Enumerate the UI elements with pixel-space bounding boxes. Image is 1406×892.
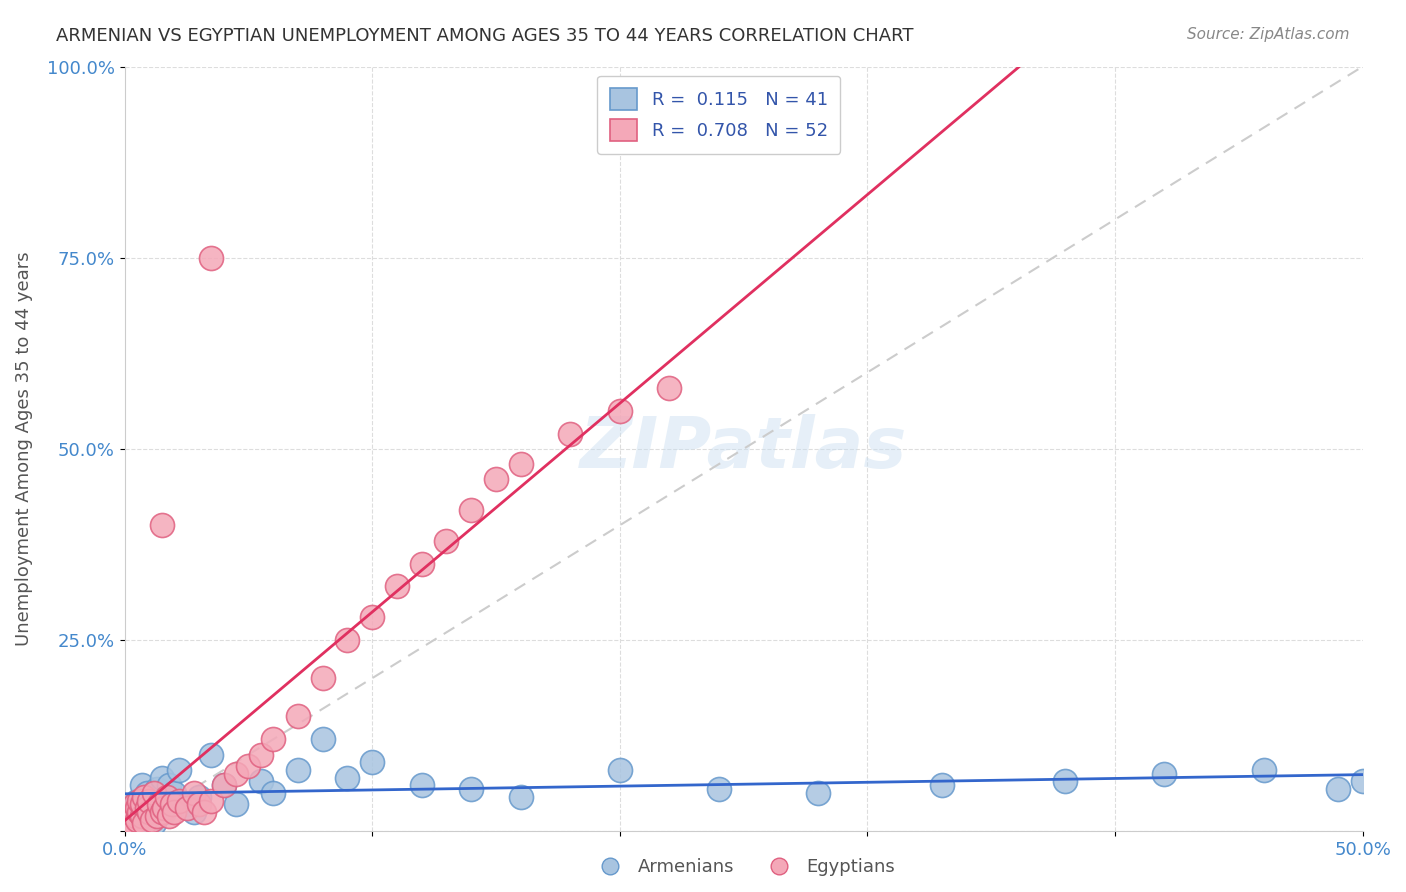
Point	[167, 763, 190, 777]
Point	[212, 778, 235, 792]
Point	[138, 809, 160, 823]
Point	[658, 381, 681, 395]
Point	[200, 251, 222, 265]
Point	[134, 816, 156, 830]
Point	[183, 786, 205, 800]
Point	[143, 786, 166, 800]
Point	[312, 671, 335, 685]
Point	[141, 813, 163, 827]
Point	[121, 805, 143, 819]
Point	[157, 778, 180, 792]
Point	[131, 797, 153, 812]
Point	[118, 813, 141, 827]
Point	[193, 805, 215, 819]
Point	[183, 805, 205, 819]
Point	[1253, 763, 1275, 777]
Point	[225, 766, 247, 780]
Point	[609, 403, 631, 417]
Point	[163, 786, 186, 800]
Legend: Armenians, Egyptians: Armenians, Egyptians	[585, 851, 903, 883]
Point	[135, 786, 157, 800]
Point	[138, 805, 160, 819]
Point	[931, 778, 953, 792]
Point	[134, 789, 156, 804]
Point	[1153, 766, 1175, 780]
Point	[485, 472, 508, 486]
Point	[287, 709, 309, 723]
Point	[609, 763, 631, 777]
Point	[128, 793, 150, 807]
Point	[225, 797, 247, 812]
Point	[361, 756, 384, 770]
Point	[249, 774, 271, 789]
Point	[436, 533, 458, 548]
Point	[156, 789, 179, 804]
Point	[807, 786, 830, 800]
Point	[135, 801, 157, 815]
Point	[150, 771, 173, 785]
Point	[124, 797, 146, 812]
Point	[115, 820, 138, 834]
Point	[150, 805, 173, 819]
Point	[176, 801, 198, 815]
Point	[128, 805, 150, 819]
Point	[131, 778, 153, 792]
Text: Source: ZipAtlas.com: Source: ZipAtlas.com	[1187, 27, 1350, 42]
Point	[336, 632, 359, 647]
Point	[121, 816, 143, 830]
Point	[1326, 782, 1348, 797]
Point	[287, 763, 309, 777]
Point	[1054, 774, 1077, 789]
Point	[146, 809, 169, 823]
Point	[138, 793, 160, 807]
Point	[121, 805, 143, 819]
Point	[509, 789, 531, 804]
Point	[176, 797, 198, 812]
Point	[187, 789, 209, 804]
Point	[262, 786, 284, 800]
Point	[157, 809, 180, 823]
Point	[150, 518, 173, 533]
Point	[312, 732, 335, 747]
Point	[156, 793, 179, 807]
Point	[134, 801, 156, 815]
Text: ARMENIAN VS EGYPTIAN UNEMPLOYMENT AMONG AGES 35 TO 44 YEARS CORRELATION CHART: ARMENIAN VS EGYPTIAN UNEMPLOYMENT AMONG …	[56, 27, 914, 45]
Point	[141, 789, 163, 804]
Point	[249, 747, 271, 762]
Point	[460, 782, 482, 797]
Point	[707, 782, 730, 797]
Point	[385, 579, 408, 593]
Point	[167, 793, 190, 807]
Point	[125, 813, 148, 827]
Point	[153, 805, 176, 819]
Point	[509, 457, 531, 471]
Point	[262, 732, 284, 747]
Point	[143, 816, 166, 830]
Point	[163, 805, 186, 819]
Point	[160, 797, 183, 812]
Text: ZIPatlas: ZIPatlas	[579, 415, 907, 483]
Point	[187, 797, 209, 812]
Point	[411, 778, 433, 792]
Point	[411, 557, 433, 571]
Point	[560, 426, 582, 441]
Point	[238, 759, 260, 773]
Point	[153, 801, 176, 815]
Point	[148, 797, 170, 812]
Point	[212, 778, 235, 792]
Point	[1351, 774, 1374, 789]
Point	[460, 503, 482, 517]
Point	[125, 801, 148, 815]
Point	[148, 797, 170, 812]
Point	[361, 610, 384, 624]
Point	[124, 809, 146, 823]
Point	[200, 747, 222, 762]
Point	[336, 771, 359, 785]
Point	[125, 793, 148, 807]
Y-axis label: Unemployment Among Ages 35 to 44 years: Unemployment Among Ages 35 to 44 years	[15, 252, 32, 646]
Point	[131, 809, 153, 823]
Point	[128, 813, 150, 827]
Point	[146, 782, 169, 797]
Point	[200, 793, 222, 807]
